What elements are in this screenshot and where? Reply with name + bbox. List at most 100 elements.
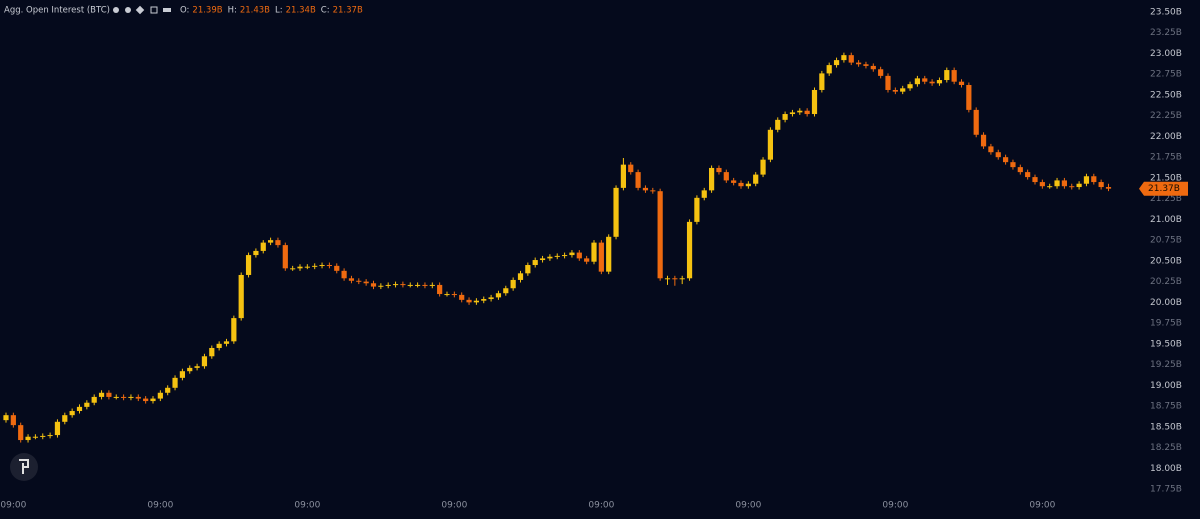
candle-body bbox=[392, 284, 399, 286]
header-icons bbox=[113, 5, 171, 15]
y-tick-label: 20.50B bbox=[1150, 256, 1182, 266]
candle-body bbox=[679, 278, 685, 280]
candle-body bbox=[1083, 176, 1090, 184]
x-tick-label: 09:00 bbox=[441, 501, 467, 511]
candle-body bbox=[804, 110, 810, 115]
y-tick-label: 21.75B bbox=[1150, 153, 1182, 163]
candle-body bbox=[973, 109, 979, 135]
logo-glyph bbox=[19, 459, 29, 474]
candle-body bbox=[341, 270, 347, 279]
candle-body bbox=[238, 274, 244, 319]
candle-body bbox=[157, 392, 163, 399]
candle-body bbox=[260, 242, 266, 251]
candle-body bbox=[833, 60, 840, 66]
candle-body bbox=[760, 159, 766, 175]
candle-body bbox=[951, 70, 957, 82]
candle-body bbox=[1047, 186, 1053, 188]
candle-body bbox=[1054, 180, 1060, 187]
candle-body bbox=[929, 81, 935, 84]
candle-body bbox=[657, 191, 663, 279]
candle-body bbox=[620, 164, 626, 188]
candle-body bbox=[47, 435, 53, 437]
y-tick-label: 20.75B bbox=[1150, 236, 1182, 246]
candle-body bbox=[664, 278, 671, 280]
candle-body bbox=[40, 435, 46, 437]
price-tag-label: 21.37B bbox=[1148, 184, 1180, 194]
candle-body bbox=[576, 252, 582, 259]
candle-body bbox=[723, 172, 729, 181]
x-tick-label: 09:00 bbox=[1029, 501, 1055, 511]
y-tick-label: 21.25B bbox=[1150, 194, 1182, 204]
candle-body bbox=[914, 78, 920, 85]
candle-body bbox=[54, 421, 61, 436]
candle-body bbox=[326, 265, 332, 267]
candle-body bbox=[407, 284, 413, 286]
candle-body bbox=[944, 70, 950, 81]
candle-body bbox=[510, 279, 516, 289]
candle-body bbox=[650, 190, 656, 192]
candle-body bbox=[297, 266, 303, 269]
candle-body bbox=[187, 367, 193, 372]
candle-body bbox=[517, 273, 524, 280]
candle-body bbox=[1032, 177, 1038, 183]
candle-body bbox=[150, 398, 156, 402]
candle-body bbox=[598, 242, 604, 272]
candle-body bbox=[547, 256, 553, 259]
candle-body bbox=[606, 236, 612, 272]
price-tag bbox=[1139, 181, 1188, 196]
x-tick-label: 09:00 bbox=[147, 501, 173, 511]
candle-body bbox=[128, 396, 134, 398]
y-tick-label: 22.00B bbox=[1150, 132, 1182, 142]
y-tick-label: 19.25B bbox=[1150, 360, 1182, 370]
candle-body bbox=[782, 114, 788, 120]
candle-body bbox=[525, 265, 531, 274]
candle-body bbox=[113, 396, 119, 398]
candle-body bbox=[1105, 187, 1112, 189]
candle-body bbox=[1061, 180, 1067, 187]
candle-body bbox=[863, 64, 869, 66]
candle-body bbox=[62, 415, 68, 422]
candle-body bbox=[841, 55, 847, 61]
candle-body bbox=[878, 69, 884, 76]
candle-body bbox=[378, 285, 384, 287]
candle-body bbox=[701, 190, 707, 198]
candle-body bbox=[3, 415, 9, 421]
candle-body bbox=[554, 255, 560, 257]
candle-body bbox=[451, 294, 457, 296]
candle-body bbox=[370, 283, 377, 287]
candle-body bbox=[268, 240, 274, 243]
candle-body bbox=[789, 112, 796, 115]
candle-body bbox=[76, 406, 83, 412]
x-tick-label: 09:00 bbox=[588, 501, 614, 511]
y-tick-label: 23.00B bbox=[1150, 49, 1182, 59]
ohlc-value: 21.39B bbox=[192, 6, 222, 16]
candle-body bbox=[870, 65, 876, 70]
candle-body bbox=[532, 260, 538, 266]
y-tick-label: 20.25B bbox=[1150, 277, 1182, 287]
candle-body bbox=[172, 377, 178, 388]
candle-body bbox=[106, 392, 112, 397]
candle-body bbox=[584, 258, 590, 262]
candle-body bbox=[135, 396, 141, 399]
candle-body bbox=[797, 110, 803, 113]
candle-body bbox=[826, 65, 832, 74]
candle-body bbox=[91, 396, 97, 403]
ohlc-key: L: bbox=[275, 6, 283, 16]
candle-body bbox=[1003, 157, 1009, 163]
candle-body bbox=[892, 89, 898, 92]
candle-body bbox=[121, 396, 127, 398]
candle-body bbox=[437, 284, 443, 295]
candle-body bbox=[69, 411, 75, 416]
y-tick-label: 22.75B bbox=[1150, 70, 1182, 80]
candle-body bbox=[143, 398, 149, 402]
candle-body bbox=[481, 299, 487, 301]
candle-body bbox=[745, 183, 751, 187]
candle-body bbox=[165, 387, 171, 393]
candle-body bbox=[223, 341, 230, 344]
candle-body bbox=[363, 281, 369, 284]
candle-body bbox=[209, 347, 215, 357]
candle-body bbox=[694, 197, 700, 222]
candle-body bbox=[231, 318, 237, 342]
